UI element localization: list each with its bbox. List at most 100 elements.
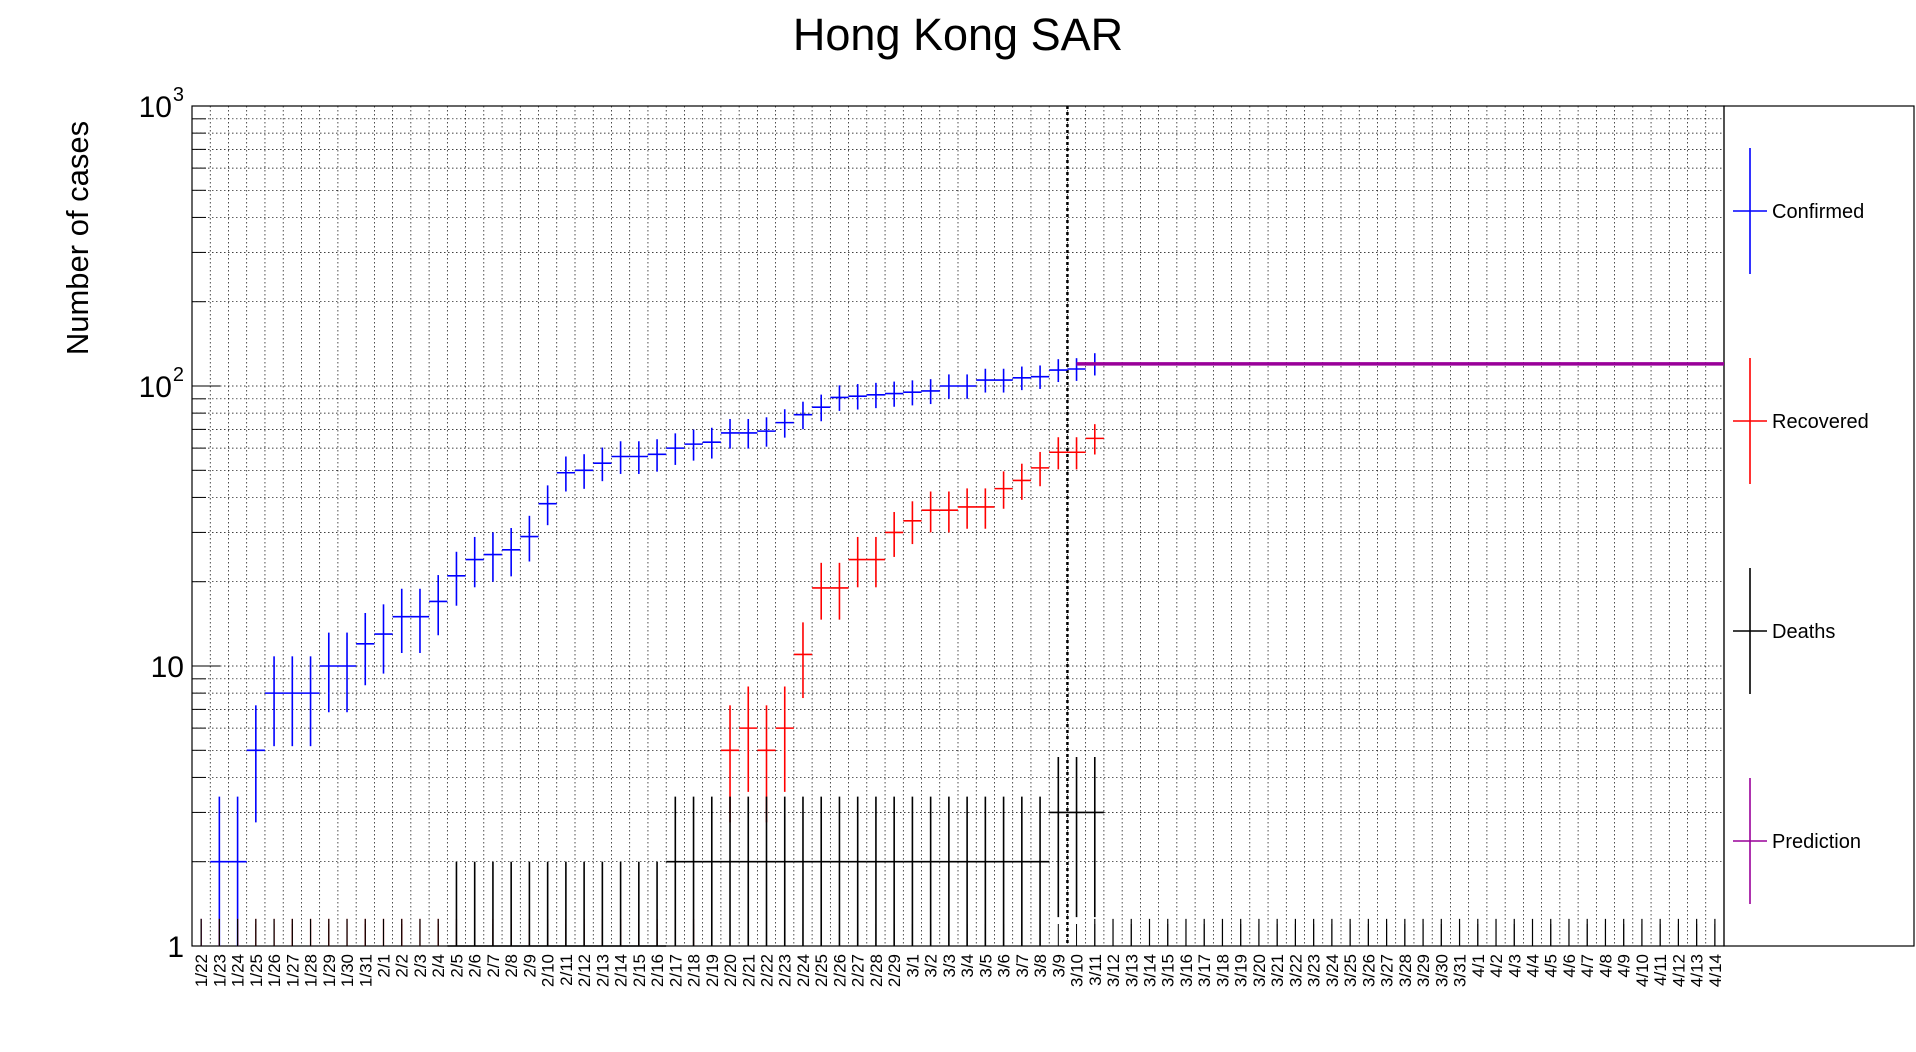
x-tick-label: 4/8 bbox=[1596, 954, 1615, 978]
y-axis-label: Number of cases bbox=[60, 121, 95, 355]
legend-label: Recovered bbox=[1772, 411, 1869, 433]
series-layer bbox=[200, 106, 1724, 947]
x-tick-label: 2/22 bbox=[758, 954, 777, 987]
x-tick-label: 3/9 bbox=[1049, 954, 1068, 978]
legend: Confirmed Recovered Deaths Prediction bbox=[1733, 148, 1869, 904]
x-tick-label: 2/17 bbox=[666, 954, 685, 987]
x-tick-label: 2/2 bbox=[393, 954, 412, 978]
y-tick-label: 10 bbox=[139, 91, 172, 124]
x-tick-label: 4/1 bbox=[1469, 954, 1488, 978]
x-tick-label: 1/25 bbox=[247, 954, 266, 987]
x-tick-label: 2/23 bbox=[776, 954, 795, 987]
x-tick-label: 3/5 bbox=[976, 954, 995, 978]
x-tick-label: 3/3 bbox=[940, 954, 959, 978]
x-tick-label: 4/10 bbox=[1633, 954, 1652, 987]
x-tick-label: 3/13 bbox=[1122, 954, 1141, 987]
x-tick-label: 2/10 bbox=[539, 954, 558, 987]
legend-border bbox=[1723, 105, 1915, 947]
x-tick-label: 2/29 bbox=[885, 954, 904, 987]
x-tick-label: 1/31 bbox=[356, 954, 375, 987]
plot-frame bbox=[191, 105, 1915, 947]
x-tick-label: 3/25 bbox=[1341, 954, 1360, 987]
x-tick-label: 2/19 bbox=[703, 954, 722, 987]
legend-label: Deaths bbox=[1772, 621, 1835, 643]
x-tick-label: 4/12 bbox=[1669, 954, 1688, 987]
x-tick-label: 2/25 bbox=[812, 954, 831, 987]
legend-label: Confirmed bbox=[1772, 201, 1864, 223]
x-tick-label: 3/29 bbox=[1414, 954, 1433, 987]
x-tick-label: 3/16 bbox=[1177, 954, 1196, 987]
x-tick-label: 3/24 bbox=[1323, 954, 1342, 987]
x-tick-label: 3/21 bbox=[1268, 954, 1287, 987]
x-tick-label: 1/24 bbox=[229, 954, 248, 987]
x-tick-label: 1/22 bbox=[192, 954, 211, 987]
x-tick-label: 3/27 bbox=[1378, 954, 1397, 987]
x-tick-label: 2/8 bbox=[502, 954, 521, 978]
x-tick-label: 2/28 bbox=[867, 954, 886, 987]
x-tick-label: 3/12 bbox=[1104, 954, 1123, 987]
x-tick-label: 2/4 bbox=[429, 954, 448, 978]
x-tick-label: 2/26 bbox=[830, 954, 849, 987]
x-tick-label: 2/16 bbox=[648, 954, 667, 987]
x-tick-label: 2/12 bbox=[575, 954, 594, 987]
x-tick-label: 3/6 bbox=[995, 954, 1014, 978]
x-tick-label: 2/21 bbox=[739, 954, 758, 987]
y-tick-label: 10 bbox=[139, 371, 172, 404]
chart-title: Hong Kong SAR bbox=[793, 9, 1123, 60]
x-tick-label: 2/6 bbox=[466, 954, 485, 978]
x-tick-label: 4/11 bbox=[1651, 954, 1670, 986]
x-tick-label: 2/5 bbox=[447, 954, 466, 978]
x-tick-label: 3/4 bbox=[958, 954, 977, 978]
x-tick-label: 1/28 bbox=[302, 954, 321, 987]
x-tick-label: 3/26 bbox=[1359, 954, 1378, 987]
y-tick-label: 10 bbox=[151, 651, 184, 684]
x-tick-label: 1/26 bbox=[265, 954, 284, 987]
x-tick-label: 3/22 bbox=[1286, 954, 1305, 987]
x-tick-label: 3/10 bbox=[1068, 954, 1087, 987]
x-tick-label: 3/14 bbox=[1141, 954, 1160, 987]
x-tick-label: 4/5 bbox=[1542, 954, 1561, 978]
x-tick-label: 3/19 bbox=[1232, 954, 1251, 987]
x-tick-label: 1/27 bbox=[283, 954, 302, 987]
x-tick-label: 3/20 bbox=[1250, 954, 1269, 987]
x-tick-label: 3/8 bbox=[1031, 954, 1050, 978]
x-tick-label: 3/11 bbox=[1086, 954, 1105, 986]
y-tick-label-exponent: 3 bbox=[173, 84, 184, 106]
x-tick-label: 3/28 bbox=[1396, 954, 1415, 987]
x-tick-label: 2/11 bbox=[557, 954, 576, 986]
x-tick-label: 4/4 bbox=[1524, 954, 1543, 978]
x-tick-label: 3/18 bbox=[1213, 954, 1232, 987]
x-tick-label: 2/13 bbox=[593, 954, 612, 987]
x-tick-label: 4/14 bbox=[1706, 954, 1725, 987]
y-tick-label-exponent: 2 bbox=[173, 364, 184, 386]
x-tick-label: 4/9 bbox=[1615, 954, 1634, 978]
y-tick-label: 1 bbox=[167, 931, 184, 964]
x-tick-label: 3/23 bbox=[1305, 954, 1324, 987]
x-tick-label: 4/2 bbox=[1487, 954, 1506, 978]
x-tick-label: 3/7 bbox=[1013, 954, 1032, 978]
x-tick-label: 3/1 bbox=[903, 954, 922, 978]
x-tick-label: 3/2 bbox=[922, 954, 941, 978]
x-tick-label: 2/9 bbox=[520, 954, 539, 978]
x-tick-label: 1/29 bbox=[320, 954, 339, 987]
x-tick-label: 4/7 bbox=[1578, 954, 1597, 978]
x-tick-label: 2/7 bbox=[484, 954, 503, 978]
x-tick-label: 2/1 bbox=[375, 954, 394, 978]
x-tick-label: 3/17 bbox=[1195, 954, 1214, 987]
grid bbox=[192, 106, 1724, 946]
x-tick-label: 1/30 bbox=[338, 954, 357, 987]
x-tick-label: 2/18 bbox=[685, 954, 704, 987]
x-tick-label: 3/30 bbox=[1432, 954, 1451, 987]
x-tick-label: 2/27 bbox=[849, 954, 868, 987]
x-tick-label: 2/20 bbox=[721, 954, 740, 987]
x-tick-label: 4/6 bbox=[1560, 954, 1579, 978]
x-tick-label: 3/15 bbox=[1159, 954, 1178, 987]
x-tick-label: 2/14 bbox=[612, 954, 631, 987]
x-tick-label: 2/24 bbox=[794, 954, 813, 987]
x-tick-label: 4/13 bbox=[1688, 954, 1707, 987]
x-tick-label: 1/23 bbox=[210, 954, 229, 987]
x-tick-label: 2/3 bbox=[411, 954, 430, 978]
x-tick-label: 4/3 bbox=[1505, 954, 1524, 978]
